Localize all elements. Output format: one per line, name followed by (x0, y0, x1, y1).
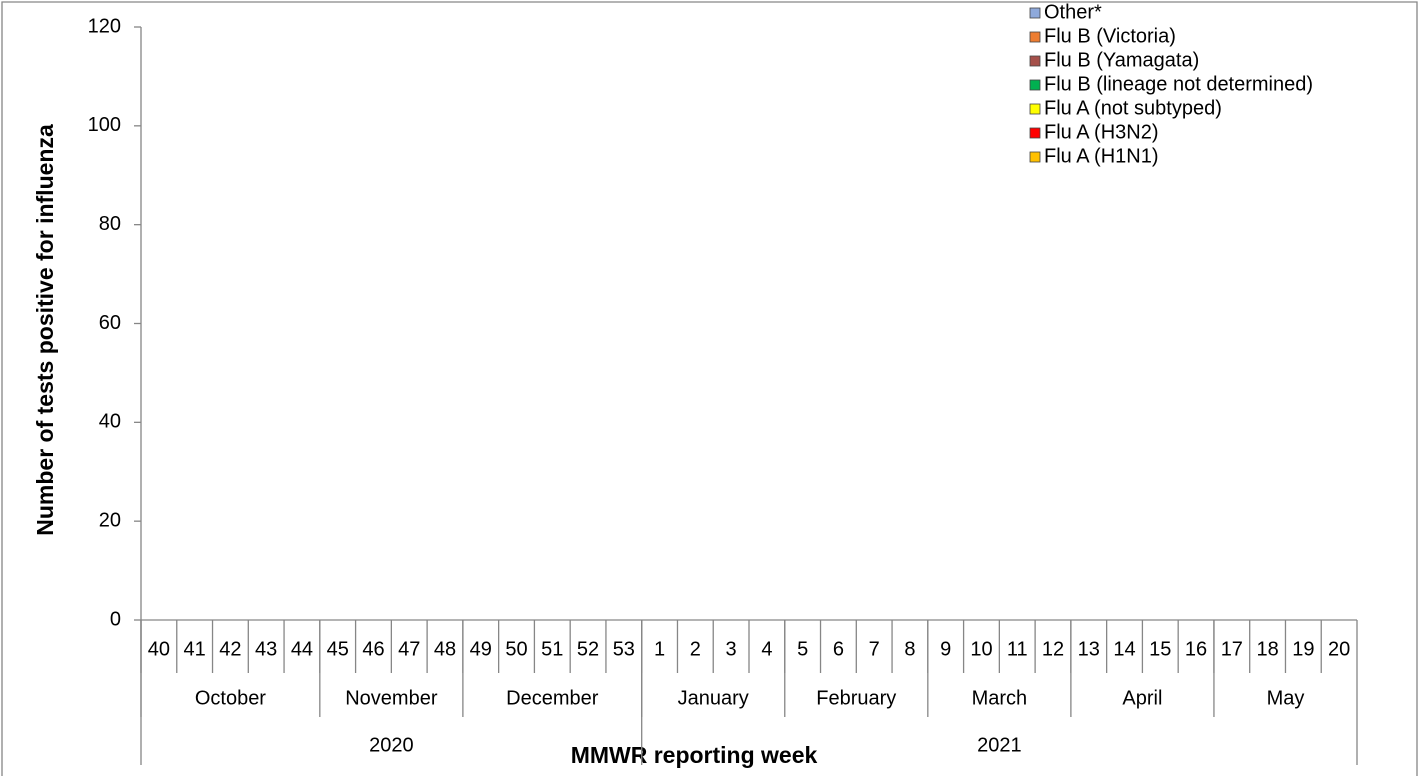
month-label: May (1267, 687, 1305, 709)
x-tick-label: 14 (1113, 638, 1135, 660)
x-tick-label: 41 (184, 638, 206, 660)
x-tick-label: 12 (1042, 638, 1064, 660)
x-tick-label: 45 (327, 638, 349, 660)
y-tick-label: 120 (88, 15, 121, 37)
legend-label: Other* (1044, 1, 1102, 23)
x-tick-label: 7 (869, 638, 880, 660)
month-label: October (195, 687, 266, 709)
legend-swatch (1029, 55, 1041, 67)
x-tick-label: 43 (255, 638, 277, 660)
x-tick-label: 5 (797, 638, 808, 660)
legend-swatch (1029, 127, 1041, 139)
legend-swatch (1029, 103, 1041, 115)
x-tick-label: 2 (690, 638, 701, 660)
legend-label: Flu A (H1N1) (1044, 145, 1158, 167)
legend-swatch (1029, 151, 1041, 163)
x-tick-label: 8 (904, 638, 915, 660)
x-tick-label: 3 (726, 638, 737, 660)
x-tick-label: 18 (1256, 638, 1278, 660)
x-tick-label: 17 (1221, 638, 1243, 660)
legend-label: Flu A (not subtyped) (1044, 97, 1222, 119)
x-tick-label: 52 (577, 638, 599, 660)
legend-swatch (1029, 7, 1041, 19)
x-tick-label: 1 (654, 638, 665, 660)
x-axis-title: MMWR reporting week (571, 742, 818, 768)
x-tick-label: 19 (1292, 638, 1314, 660)
y-tick-label: 40 (99, 411, 121, 433)
year-label: 2021 (977, 734, 1022, 756)
y-tick-label: 60 (99, 312, 121, 334)
x-tick-label: 10 (970, 638, 992, 660)
x-tick-label: 42 (219, 638, 241, 660)
month-label: November (345, 687, 438, 709)
x-tick-label: 51 (541, 638, 563, 660)
y-tick-label: 0 (110, 608, 121, 630)
legend-label: Flu B (Yamagata) (1044, 49, 1199, 71)
x-tick-label: 9 (940, 638, 951, 660)
month-label: December (506, 687, 599, 709)
y-tick-label: 100 (88, 114, 121, 136)
month-label: April (1122, 687, 1162, 709)
x-tick-label: 53 (613, 638, 635, 660)
x-tick-label: 40 (148, 638, 170, 660)
x-tick-label: 20 (1328, 638, 1350, 660)
month-label: January (678, 687, 749, 709)
y-tick-label: 80 (99, 213, 121, 235)
x-tick-label: 4 (761, 638, 772, 660)
y-tick-label: 20 (99, 509, 121, 531)
legend-label: Flu B (lineage not determined) (1044, 73, 1313, 95)
x-tick-label: 6 (833, 638, 844, 660)
x-tick-label: 46 (362, 638, 384, 660)
y-axis-title: Number of tests positive for influenza (32, 124, 58, 536)
x-tick-label: 11 (1007, 638, 1028, 660)
x-tick-label: 50 (505, 638, 527, 660)
month-label: February (816, 687, 896, 709)
x-tick-label: 13 (1078, 638, 1100, 660)
x-tick-label: 16 (1185, 638, 1207, 660)
year-label: 2020 (369, 734, 414, 756)
x-tick-label: 48 (434, 638, 456, 660)
x-tick-label: 49 (470, 638, 492, 660)
legend-label: Flu A (H3N2) (1044, 121, 1158, 143)
x-tick-label: 44 (291, 638, 313, 660)
legend-swatch (1029, 79, 1041, 91)
month-label: March (972, 687, 1028, 709)
x-tick-label: 47 (398, 638, 420, 660)
legend-label: Flu B (Victoria) (1044, 25, 1176, 47)
legend-swatch (1029, 31, 1041, 43)
x-tick-label: 15 (1149, 638, 1171, 660)
